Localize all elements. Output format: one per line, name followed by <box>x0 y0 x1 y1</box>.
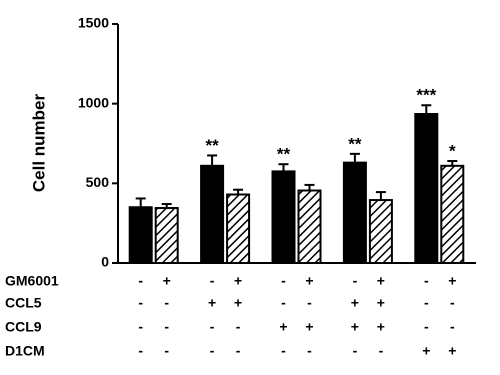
bar <box>368 199 393 265</box>
bar <box>297 189 322 264</box>
condition-sign: - <box>236 343 241 359</box>
condition-sign: + <box>163 273 171 289</box>
condition-sign: - <box>210 273 215 289</box>
condition-sign: - <box>424 319 429 335</box>
significance-label: ** <box>277 145 291 164</box>
condition-label: CCL5 <box>5 295 42 311</box>
bar <box>200 164 225 265</box>
condition-sign: - <box>210 343 215 359</box>
significance-label: * <box>449 142 456 161</box>
condition-sign: - <box>281 273 286 289</box>
condition-sign: - <box>164 295 169 311</box>
condition-sign: - <box>307 343 312 359</box>
y-tick-label: 1000 <box>78 94 109 110</box>
bar <box>154 207 179 264</box>
condition-sign: - <box>353 343 358 359</box>
condition-sign: + <box>351 295 359 311</box>
significance-label: ** <box>205 136 219 155</box>
y-tick-label: 500 <box>86 174 110 190</box>
y-tick-label: 1500 <box>78 15 109 31</box>
condition-sign: - <box>353 273 358 289</box>
y-axis-label: Cell number <box>29 94 48 193</box>
condition-sign: - <box>138 343 143 359</box>
condition-sign: - <box>281 343 286 359</box>
condition-sign: + <box>305 273 313 289</box>
condition-sign: - <box>450 295 455 311</box>
condition-sign: - <box>164 319 169 335</box>
condition-sign: - <box>138 273 143 289</box>
condition-sign: + <box>448 273 456 289</box>
condition-sign: - <box>450 319 455 335</box>
condition-sign: - <box>424 295 429 311</box>
condition-sign: + <box>377 319 385 335</box>
condition-label: CCL9 <box>5 319 42 335</box>
condition-sign: - <box>236 319 241 335</box>
condition-sign: + <box>305 319 313 335</box>
bar <box>414 113 439 264</box>
bar <box>226 193 251 264</box>
condition-sign: + <box>448 343 456 359</box>
bar <box>440 164 465 265</box>
condition-sign: - <box>307 295 312 311</box>
y-tick-label: 0 <box>101 254 109 270</box>
condition-sign: - <box>210 319 215 335</box>
condition-sign: - <box>138 295 143 311</box>
bar <box>128 206 153 265</box>
condition-sign: - <box>164 343 169 359</box>
condition-label: GM6001 <box>5 273 59 289</box>
condition-sign: - <box>379 343 384 359</box>
condition-sign: + <box>422 343 430 359</box>
condition-sign: - <box>281 295 286 311</box>
condition-sign: + <box>234 295 242 311</box>
bar <box>342 161 367 264</box>
condition-sign: + <box>208 295 216 311</box>
condition-sign: + <box>279 319 287 335</box>
condition-label: D1CM <box>5 343 45 359</box>
condition-sign: + <box>377 273 385 289</box>
condition-sign: + <box>351 319 359 335</box>
condition-sign: - <box>138 319 143 335</box>
significance-label: *** <box>416 86 436 105</box>
condition-sign: + <box>377 295 385 311</box>
significance-label: ** <box>348 134 362 153</box>
bar <box>271 170 296 264</box>
condition-sign: + <box>234 273 242 289</box>
condition-sign: - <box>424 273 429 289</box>
